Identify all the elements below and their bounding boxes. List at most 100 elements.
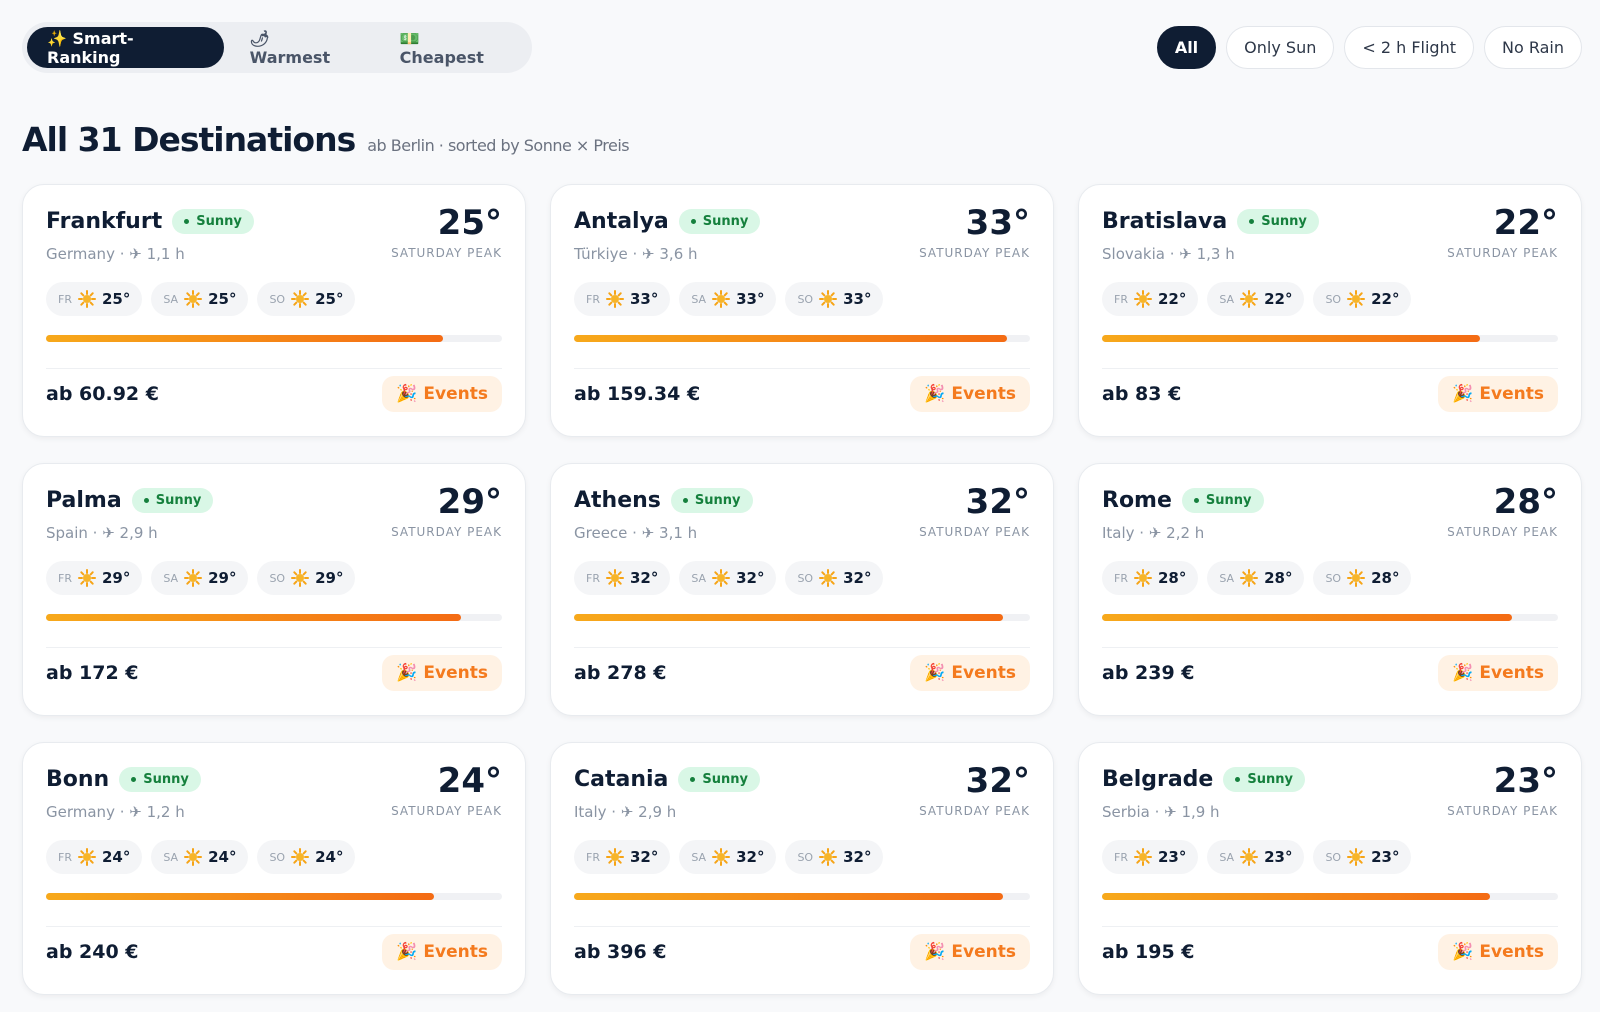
destination-card[interactable]: Rome Sunny 28° SATURDAY PEAK Italy · ✈ 2,2 h… bbox=[1078, 463, 1582, 716]
sun-icon bbox=[184, 569, 203, 587]
day-temp: 24° bbox=[208, 848, 237, 866]
destination-name: Palma bbox=[46, 488, 122, 513]
day-name: SA bbox=[1219, 292, 1235, 306]
divider bbox=[574, 647, 1030, 648]
peak-temperature: 22° bbox=[1493, 203, 1558, 243]
price: ab 159.34 € bbox=[574, 383, 701, 405]
events-button[interactable]: 🎉 Events bbox=[1438, 376, 1558, 412]
sort-tab[interactable]: 🌶 Warmest bbox=[249, 28, 331, 67]
weather-badge: Sunny bbox=[1237, 209, 1319, 234]
day-chip: SO 24° bbox=[257, 840, 356, 874]
price: ab 240 € bbox=[46, 941, 139, 963]
sort-tab[interactable]: ✨ Smart-Ranking bbox=[27, 27, 224, 68]
day-chip: FR 32° bbox=[574, 840, 671, 874]
day-temp: 32° bbox=[736, 848, 765, 866]
events-button[interactable]: 🎉 Events bbox=[382, 655, 502, 691]
day-temp: 32° bbox=[629, 848, 659, 866]
filter-chip[interactable]: All bbox=[1156, 26, 1217, 69]
peak-temperature: 28° bbox=[1493, 482, 1558, 522]
day-forecast: FR 28° SA 28° SO 28° bbox=[1102, 561, 1412, 595]
peak-temperature: 32° bbox=[965, 482, 1030, 522]
sun-icon bbox=[605, 569, 624, 587]
sun-icon bbox=[1133, 848, 1152, 866]
score-track bbox=[46, 893, 502, 900]
sort-tab[interactable]: 💵 Cheapest bbox=[399, 28, 484, 67]
destination-card[interactable]: Frankfurt Sunny 25° SATURDAY PEAK Germany · … bbox=[22, 184, 526, 437]
sun-icon bbox=[712, 290, 731, 308]
day-temp: 32° bbox=[629, 569, 659, 587]
day-name: SA bbox=[1219, 850, 1235, 864]
day-chip: FR 24° bbox=[46, 840, 143, 874]
events-button[interactable]: 🎉 Events bbox=[910, 934, 1030, 970]
score-bar bbox=[1102, 335, 1481, 342]
destination-card[interactable]: Bratislava Sunny 22° SATURDAY PEAK Slovakia … bbox=[1078, 184, 1582, 437]
score-track bbox=[46, 614, 502, 621]
destination-card[interactable]: Palma Sunny 29° SATURDAY PEAK Spain · ✈ 2,9 … bbox=[22, 463, 526, 716]
day-name: FR bbox=[1114, 292, 1128, 306]
destination-card[interactable]: Belgrade Sunny 23° SATURDAY PEAK Serbia · ✈ … bbox=[1078, 742, 1582, 995]
score-track bbox=[1102, 335, 1558, 342]
weather-badge: Sunny bbox=[119, 767, 201, 792]
destination-name: Bonn bbox=[46, 767, 110, 792]
route-info: Italy · ✈ 2,2 h bbox=[1102, 524, 1205, 542]
destination-card[interactable]: Antalya Sunny 33° SATURDAY PEAK Türkiye · ✈ … bbox=[550, 184, 1054, 437]
day-chip: FR 28° bbox=[1102, 561, 1199, 595]
events-button[interactable]: 🎉 Events bbox=[382, 934, 502, 970]
sun-icon bbox=[184, 848, 203, 866]
filter-chip[interactable]: < 2 h Flight bbox=[1344, 26, 1474, 69]
destination-header: Frankfurt Sunny bbox=[46, 209, 254, 234]
destination-card[interactable]: Athens Sunny 32° SATURDAY PEAK Greece · ✈ 3,… bbox=[550, 463, 1054, 716]
destination-card[interactable]: Bonn Sunny 24° SATURDAY PEAK Germany · ✈ 1,2… bbox=[22, 742, 526, 995]
day-chip: SO 23° bbox=[1313, 840, 1412, 874]
score-bar bbox=[574, 335, 1008, 342]
weather-badge: Sunny bbox=[670, 488, 753, 513]
destination-name: Belgrade bbox=[1102, 767, 1214, 792]
day-temp: 29° bbox=[315, 569, 344, 587]
score-bar bbox=[46, 893, 434, 900]
filter-chip[interactable]: Only Sun bbox=[1226, 26, 1335, 69]
day-chip: FR 32° bbox=[574, 561, 671, 595]
divider bbox=[1102, 926, 1558, 927]
divider bbox=[46, 368, 502, 369]
destination-name: Bratislava bbox=[1102, 209, 1228, 234]
events-button[interactable]: 🎉 Events bbox=[910, 376, 1030, 412]
events-button[interactable]: 🎉 Events bbox=[1438, 934, 1558, 970]
sun-icon bbox=[712, 848, 731, 866]
events-button[interactable]: 🎉 Events bbox=[1438, 655, 1558, 691]
events-button[interactable]: 🎉 Events bbox=[382, 376, 502, 412]
day-chip: SA 32° bbox=[679, 840, 777, 874]
day-forecast: FR 25° SA 25° SO 25° bbox=[46, 282, 356, 316]
day-temp: 29° bbox=[208, 569, 237, 587]
day-temp: 25° bbox=[315, 290, 344, 308]
day-temp: 23° bbox=[1264, 848, 1293, 866]
day-temp: 33° bbox=[629, 290, 659, 308]
price: ab 83 € bbox=[1102, 383, 1182, 405]
sun-icon bbox=[1240, 848, 1259, 866]
day-chip: SO 32° bbox=[785, 840, 884, 874]
sun-icon bbox=[291, 569, 310, 587]
destination-card[interactable]: Catania Sunny 32° SATURDAY PEAK Italy · ✈ 2,… bbox=[550, 742, 1054, 995]
day-chip: SA 22° bbox=[1207, 282, 1305, 316]
day-temp: 25° bbox=[208, 290, 237, 308]
price: ab 396 € bbox=[574, 941, 667, 963]
events-button[interactable]: 🎉 Events bbox=[910, 655, 1030, 691]
day-chip: SA 25° bbox=[151, 282, 249, 316]
day-temp: 23° bbox=[1371, 848, 1400, 866]
day-chip: SO 29° bbox=[257, 561, 356, 595]
heading: All 31 Destinations ab Berlin · sorted b… bbox=[22, 120, 630, 159]
day-name: SA bbox=[163, 850, 179, 864]
filter-chip[interactable]: No Rain bbox=[1484, 26, 1582, 69]
day-temp: 32° bbox=[843, 848, 872, 866]
day-name: SA bbox=[691, 850, 707, 864]
day-name: SO bbox=[1325, 850, 1342, 864]
route-info: Germany · ✈ 1,1 h bbox=[46, 245, 185, 263]
score-track bbox=[1102, 893, 1558, 900]
day-name: SA bbox=[691, 571, 707, 585]
destination-name: Frankfurt bbox=[46, 209, 163, 234]
sun-icon bbox=[1240, 569, 1259, 587]
sun-icon bbox=[291, 290, 310, 308]
route-info: Serbia · ✈ 1,9 h bbox=[1102, 803, 1220, 821]
day-forecast: FR 32° SA 32° SO 32° bbox=[574, 561, 884, 595]
day-name: SA bbox=[1219, 571, 1235, 585]
